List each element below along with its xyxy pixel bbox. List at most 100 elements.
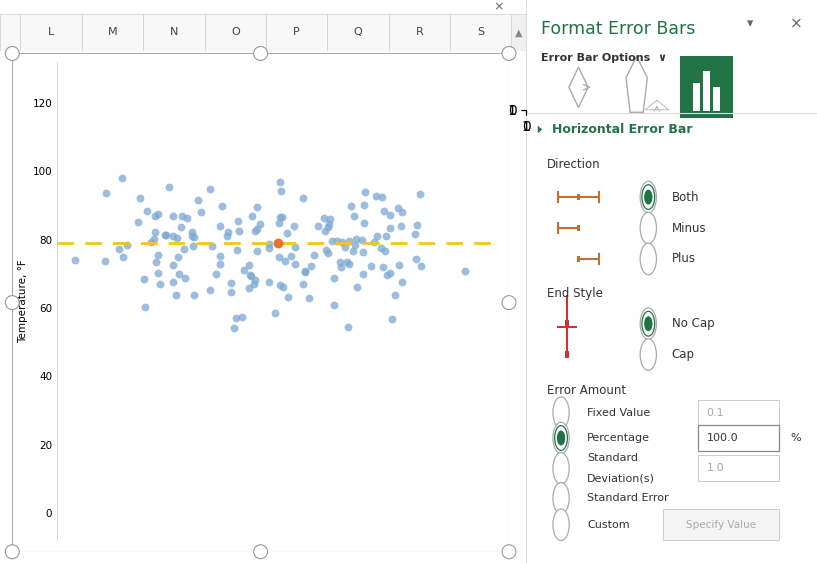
Text: Standard: Standard xyxy=(587,453,638,463)
Point xyxy=(213,221,226,230)
Circle shape xyxy=(645,190,652,204)
Point xyxy=(380,231,393,240)
Point xyxy=(186,242,199,251)
Text: ▲: ▲ xyxy=(515,28,523,37)
Point xyxy=(154,280,167,289)
Point xyxy=(369,192,382,201)
Point xyxy=(343,259,356,268)
Point xyxy=(359,187,372,196)
Bar xyxy=(565,320,569,327)
Point xyxy=(384,211,397,220)
Point xyxy=(132,218,145,227)
Bar xyxy=(204,14,266,51)
Point xyxy=(175,223,188,232)
Point xyxy=(194,208,208,217)
Bar xyxy=(143,14,204,51)
Point xyxy=(216,202,229,211)
Polygon shape xyxy=(645,100,668,110)
Point xyxy=(141,207,154,216)
Point xyxy=(163,182,176,191)
Point xyxy=(167,212,180,221)
Point xyxy=(414,261,427,270)
Point xyxy=(244,271,257,280)
Point xyxy=(151,209,164,218)
Text: Specify Value: Specify Value xyxy=(686,520,756,530)
Point xyxy=(388,291,401,300)
Circle shape xyxy=(642,185,654,209)
Point xyxy=(243,283,256,292)
Text: ▾: ▾ xyxy=(747,17,753,30)
Point xyxy=(175,212,188,221)
Point xyxy=(342,322,355,331)
Point xyxy=(342,237,355,246)
FancyBboxPatch shape xyxy=(698,425,779,451)
Circle shape xyxy=(553,482,569,514)
Point xyxy=(151,269,164,278)
Point xyxy=(181,214,194,223)
Text: Direction: Direction xyxy=(547,158,600,171)
Text: No Cap: No Cap xyxy=(672,317,714,330)
Point xyxy=(391,203,404,212)
Bar xyxy=(565,351,569,358)
Polygon shape xyxy=(538,126,542,133)
Point xyxy=(115,173,128,182)
Point xyxy=(121,240,134,249)
Point xyxy=(228,324,241,333)
Point xyxy=(367,238,380,247)
Text: Error Bar Options  ∨: Error Bar Options ∨ xyxy=(541,53,667,64)
Circle shape xyxy=(641,212,656,244)
Point xyxy=(364,261,377,270)
Point xyxy=(159,230,172,239)
Circle shape xyxy=(502,47,516,60)
Point xyxy=(334,262,347,271)
Point xyxy=(395,208,408,217)
Text: R: R xyxy=(416,28,423,37)
Point xyxy=(378,247,391,256)
Point xyxy=(374,243,387,252)
Point xyxy=(172,269,185,278)
Circle shape xyxy=(641,181,656,213)
Text: ×: × xyxy=(790,17,803,32)
Bar xyxy=(703,71,710,111)
Text: M: M xyxy=(108,28,118,37)
Circle shape xyxy=(502,296,516,310)
Point xyxy=(149,227,162,236)
Point xyxy=(188,233,201,242)
Bar xyxy=(0,14,20,51)
Point xyxy=(273,252,286,261)
Point xyxy=(203,285,216,294)
Point xyxy=(69,255,82,264)
Point xyxy=(380,270,393,279)
Point xyxy=(324,215,337,224)
Point xyxy=(288,221,301,230)
Point xyxy=(237,266,250,275)
Point xyxy=(341,257,354,266)
Bar xyxy=(712,87,720,111)
Point xyxy=(185,231,199,240)
Bar xyxy=(82,14,143,51)
Text: Custom: Custom xyxy=(587,520,630,530)
Point xyxy=(355,235,368,244)
Circle shape xyxy=(5,296,20,310)
Point xyxy=(171,234,184,243)
Point xyxy=(350,282,364,291)
Circle shape xyxy=(641,339,656,370)
Point xyxy=(262,240,275,249)
FancyBboxPatch shape xyxy=(698,400,779,426)
Point xyxy=(338,243,351,252)
Point xyxy=(376,262,389,271)
Bar xyxy=(693,83,700,111)
Point xyxy=(377,206,391,215)
Circle shape xyxy=(642,311,654,336)
Point xyxy=(187,291,200,300)
Point xyxy=(302,293,315,302)
Circle shape xyxy=(5,47,20,60)
Bar xyxy=(577,256,580,262)
Point xyxy=(145,237,158,246)
Point xyxy=(209,270,222,279)
Point xyxy=(150,257,163,266)
Text: S: S xyxy=(477,28,484,37)
Point xyxy=(271,239,284,248)
Circle shape xyxy=(553,509,569,540)
Point xyxy=(178,274,191,283)
